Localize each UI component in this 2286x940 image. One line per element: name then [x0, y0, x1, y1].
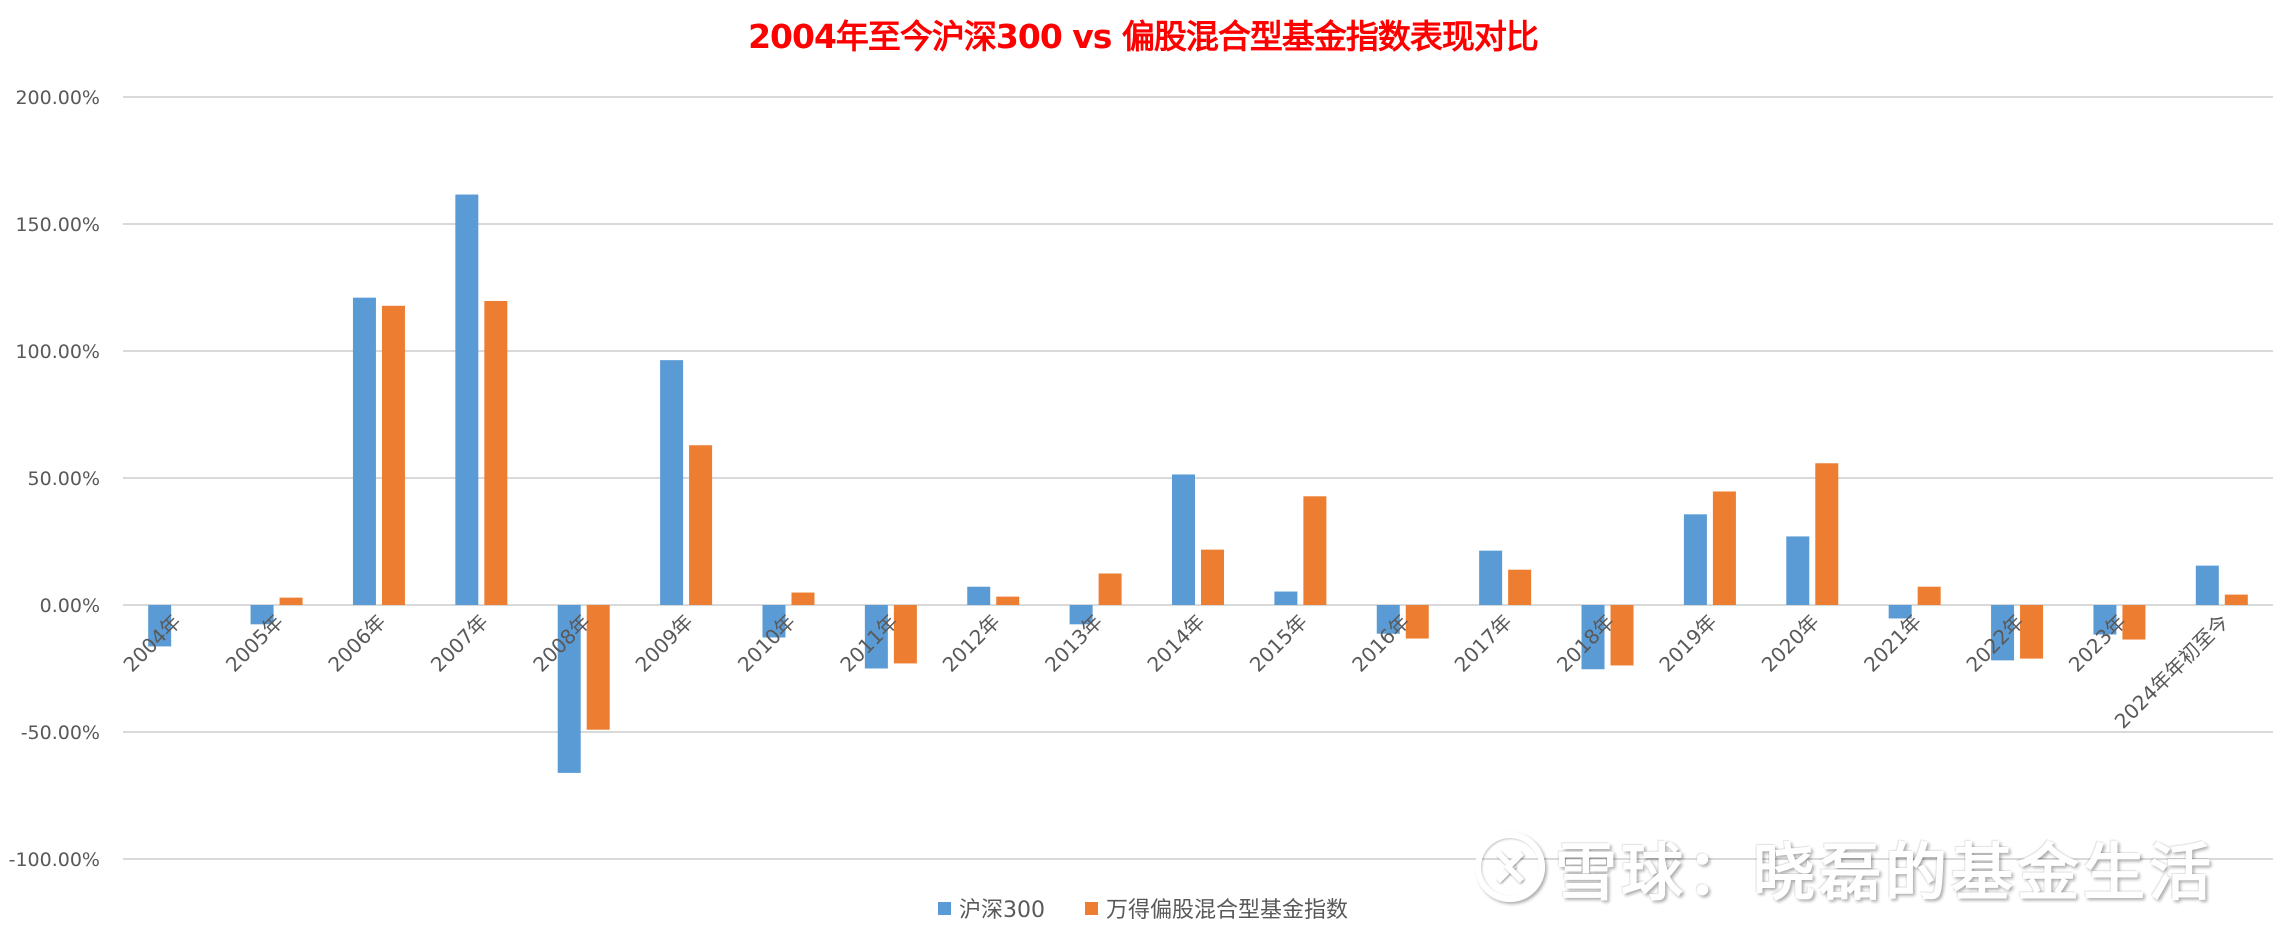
- bar-fund-index[interactable]: [1303, 496, 1327, 605]
- y-tick-label: -100.00%: [9, 849, 100, 871]
- bar-hs300[interactable]: [2195, 565, 2219, 605]
- y-axis-labels: 200.00% 150.00% 100.00% 50.00% 0.00% -50.00% -…: [9, 87, 100, 871]
- xueqiu-logo-icon: [1475, 832, 1545, 902]
- bar-fund-index[interactable]: [2122, 605, 2146, 640]
- bar-fund-index[interactable]: [689, 445, 713, 605]
- bar-fund-index[interactable]: [893, 605, 917, 664]
- bar-hs300[interactable]: [1786, 536, 1810, 605]
- bar-hs300[interactable]: [557, 605, 581, 773]
- bar-fund-index[interactable]: [1610, 605, 1634, 666]
- bar-fund-index[interactable]: [1098, 573, 1122, 605]
- y-tick-label: 0.00%: [40, 595, 100, 617]
- bar-hs300[interactable]: [1683, 514, 1707, 605]
- legend-swatch-orange-icon: [1084, 901, 1098, 915]
- bar-fund-index[interactable]: [791, 592, 815, 605]
- bar-fund-index[interactable]: [1815, 463, 1839, 605]
- y-tick-label: 150.00%: [15, 214, 100, 236]
- x-tick-label: 2006年: [323, 610, 390, 677]
- y-tick-label: 50.00%: [28, 468, 100, 490]
- x-tick-label: 2015年: [1245, 610, 1312, 677]
- bar-fund-index[interactable]: [586, 605, 610, 730]
- x-tick-label: 2014年: [1142, 610, 1209, 677]
- legend-item-wind-fund-index[interactable]: 万得偏股混合型基金指数: [1084, 892, 1348, 924]
- xueqiu-logo-glyph-icon: [1495, 850, 1525, 884]
- watermark-text: 雪球：晓磊的基金生活: [1555, 836, 2216, 909]
- y-tick-label: 200.00%: [15, 87, 100, 109]
- legend-label: 万得偏股混合型基金指数: [1105, 898, 1348, 923]
- bar-hs300[interactable]: [1888, 605, 1912, 619]
- bar-hs300[interactable]: [660, 360, 684, 605]
- x-tick-label: 2007年: [426, 610, 493, 677]
- bar-fund-index[interactable]: [279, 597, 303, 605]
- bar-hs300[interactable]: [148, 605, 172, 647]
- y-tick-label: -50.00%: [21, 722, 100, 744]
- x-tick-label: 2017年: [1450, 610, 1517, 677]
- bar-fund-index[interactable]: [381, 305, 405, 605]
- bar-fund-index[interactable]: [2020, 605, 2044, 659]
- bar-hs300[interactable]: [1991, 605, 2015, 661]
- bar-hs300[interactable]: [1172, 474, 1195, 605]
- bar-hs300[interactable]: [1376, 605, 1400, 634]
- bar-hs300[interactable]: [352, 297, 376, 605]
- bar-hs300[interactable]: [864, 605, 888, 669]
- bar-hs300[interactable]: [2093, 605, 2117, 635]
- bar-hs300[interactable]: [967, 586, 991, 605]
- bar-hs300[interactable]: [250, 605, 274, 625]
- x-tick-label: 2020年: [1757, 610, 1824, 677]
- x-tick-label: 2019年: [1654, 610, 1721, 677]
- legend-item-hs300[interactable]: 沪深300: [937, 892, 1045, 924]
- x-tick-label: 2021年: [1859, 610, 1926, 677]
- bar-fund-index[interactable]: [1201, 549, 1224, 605]
- bar-fund-index[interactable]: [1917, 586, 1941, 605]
- gridlines: [123, 96, 2273, 860]
- legend-swatch-blue-icon: [937, 901, 951, 915]
- bar-hs300[interactable]: [1274, 591, 1298, 605]
- legend-label: 沪深300: [958, 898, 1045, 923]
- chart-title: 2004年至今沪深300 vs 偏股混合型基金指数表现对比: [748, 17, 1539, 56]
- bar-fund-index[interactable]: [1712, 491, 1736, 605]
- x-tick-label: 2009年: [631, 610, 698, 677]
- bar-fund-index[interactable]: [1405, 605, 1429, 639]
- x-axis-labels: 2004年 2005年 2006年 2007年 2008年 2009年 2010年 2011年…: [119, 610, 2234, 734]
- bar-hs300[interactable]: [455, 194, 479, 605]
- x-tick-label: 2012年: [938, 610, 1005, 677]
- bar-hs300[interactable]: [1479, 550, 1503, 605]
- bar-fund-index[interactable]: [2224, 594, 2248, 605]
- y-tick-label: 100.00%: [15, 341, 100, 363]
- bar-fund-index[interactable]: [1508, 569, 1532, 605]
- bar-fund-index[interactable]: [484, 300, 508, 605]
- bars: [148, 194, 2248, 773]
- bar-hs300[interactable]: [1069, 605, 1093, 625]
- bar-hs300[interactable]: [1581, 605, 1605, 670]
- legend: 沪深300 万得偏股混合型基金指数: [0, 892, 2286, 924]
- bar-hs300[interactable]: [762, 605, 786, 638]
- bar-fund-index[interactable]: [996, 596, 1020, 605]
- watermark: 雪球：晓磊的基金生活: [1475, 822, 2215, 912]
